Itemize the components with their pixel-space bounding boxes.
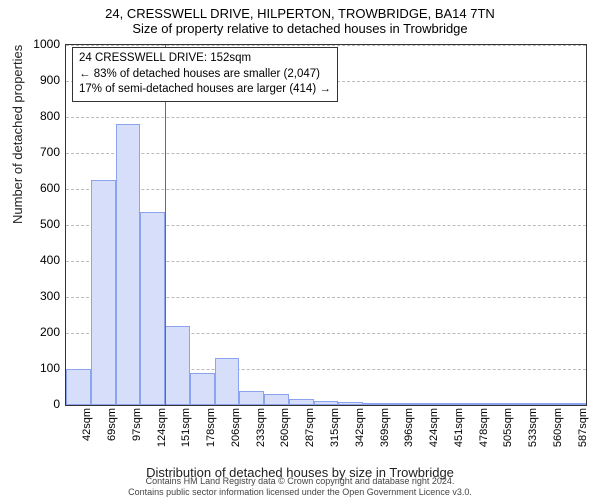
xtick-label: 505sqm <box>502 408 514 447</box>
xtick-label: 315sqm <box>329 408 341 447</box>
footer: Contains HM Land Registry data © Crown c… <box>0 476 600 498</box>
histogram-bar <box>140 212 165 405</box>
xtick-label: 560sqm <box>552 408 564 447</box>
histogram-bar <box>512 403 537 405</box>
chart-container: 24, CRESSWELL DRIVE, HILPERTON, TROWBRID… <box>0 0 600 500</box>
xtick-label: 178sqm <box>205 408 217 447</box>
xtick-label: 69sqm <box>106 408 118 441</box>
xtick-label: 206sqm <box>230 408 242 447</box>
xtick-label: 97sqm <box>131 408 143 441</box>
histogram-bar <box>314 401 339 405</box>
xtick-label: 451sqm <box>453 408 465 447</box>
histogram-bar <box>536 403 561 405</box>
histogram-bar <box>165 326 190 405</box>
plot-area: 24 CRESSWELL DRIVE: 152sqm← 83% of detac… <box>65 44 587 406</box>
ytick-label: 800 <box>10 109 60 123</box>
xtick-label: 587sqm <box>577 408 589 447</box>
footer-line1: Contains HM Land Registry data © Crown c… <box>0 476 600 487</box>
ytick-label: 500 <box>10 217 60 231</box>
gridline <box>66 153 586 154</box>
xtick-label: 478sqm <box>478 408 490 447</box>
histogram-bar <box>437 403 462 405</box>
histogram-bar <box>487 403 512 405</box>
histogram-bar <box>116 124 141 405</box>
histogram-bar <box>190 373 215 405</box>
histogram-bar <box>91 180 116 405</box>
y-axis-label: Number of detached properties <box>10 45 25 224</box>
histogram-bar <box>388 403 413 405</box>
ytick-label: 400 <box>10 253 60 267</box>
annotation-line1: 24 CRESSWELL DRIVE: 152sqm <box>79 51 331 67</box>
xtick-label: 533sqm <box>527 408 539 447</box>
histogram-bar <box>462 403 487 405</box>
histogram-bar <box>66 369 91 405</box>
histogram-bar <box>338 402 363 405</box>
ytick-label: 600 <box>10 181 60 195</box>
histogram-bar <box>289 399 314 405</box>
xtick-label: 260sqm <box>279 408 291 447</box>
xtick-label: 369sqm <box>379 408 391 447</box>
ytick-label: 1000 <box>10 37 60 51</box>
ytick-label: 100 <box>10 361 60 375</box>
footer-line2: Contains public sector information licen… <box>0 487 600 498</box>
ytick-label: 200 <box>10 325 60 339</box>
ytick-label: 300 <box>10 289 60 303</box>
histogram-bar <box>561 403 586 405</box>
xtick-label: 124sqm <box>156 408 168 447</box>
ytick-label: 0 <box>10 397 60 411</box>
xtick-label: 287sqm <box>304 408 316 447</box>
annotation-line3: 17% of semi-detached houses are larger (… <box>79 82 331 98</box>
gridline <box>66 117 586 118</box>
histogram-bar <box>413 403 438 405</box>
xtick-label: 424sqm <box>428 408 440 447</box>
gridline <box>66 189 586 190</box>
annotation-box: 24 CRESSWELL DRIVE: 152sqm← 83% of detac… <box>72 47 338 102</box>
annotation-line2: ← 83% of detached houses are smaller (2,… <box>79 67 331 83</box>
xtick-label: 42sqm <box>81 408 93 441</box>
histogram-bar <box>363 403 388 405</box>
xtick-label: 396sqm <box>403 408 415 447</box>
xtick-label: 151sqm <box>180 408 192 447</box>
ytick-label: 700 <box>10 145 60 159</box>
gridline <box>66 45 586 46</box>
histogram-bar <box>264 394 289 405</box>
chart-title-main: 24, CRESSWELL DRIVE, HILPERTON, TROWBRID… <box>0 0 600 21</box>
chart-title-sub: Size of property relative to detached ho… <box>0 21 600 38</box>
histogram-bar <box>215 358 240 405</box>
xtick-label: 233sqm <box>255 408 267 447</box>
histogram-bar <box>239 391 264 405</box>
xtick-label: 342sqm <box>354 408 366 447</box>
ytick-label: 900 <box>10 73 60 87</box>
